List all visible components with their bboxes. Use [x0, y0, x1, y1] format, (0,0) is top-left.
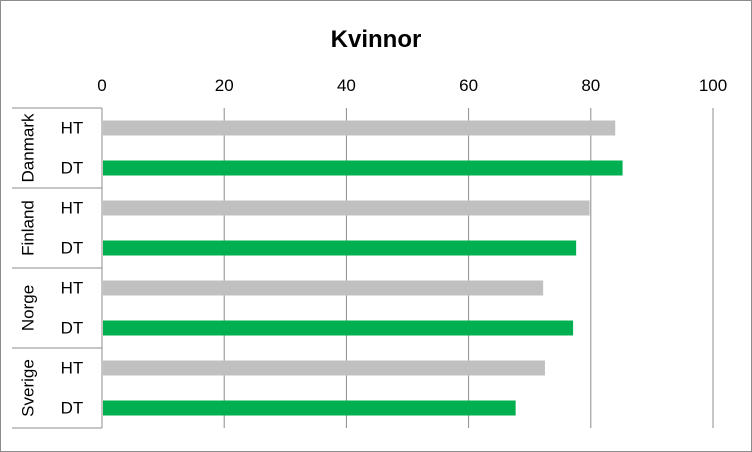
bar-finland-ht [103, 200, 590, 216]
bar-norge-dt [103, 320, 574, 336]
bar-label: HT [61, 199, 84, 218]
bar-label: HT [61, 279, 84, 298]
bar-sverige-ht [103, 360, 545, 376]
gridlines [223, 108, 714, 428]
x-axis-ticks: 0 20 40 60 80 100 [97, 76, 727, 95]
bar-danmark-ht [103, 120, 616, 136]
chart-title: Kvinnor [331, 26, 422, 53]
bar-label: HT [61, 359, 84, 378]
x-tick-label: 40 [337, 76, 356, 95]
bar-label: DT [61, 239, 84, 258]
x-tick-label: 0 [97, 76, 106, 95]
bar-sverige-dt [103, 400, 516, 416]
bar-label: DT [61, 159, 84, 178]
x-tick-label: 20 [215, 76, 234, 95]
x-tick-label: 60 [459, 76, 478, 95]
category-axis: Danmark HT DT Finland HT DT Norge HT DT Sverige HT… [12, 107, 103, 429]
group-label: Norge [19, 285, 38, 331]
bar-label: DT [61, 319, 84, 338]
bar-finland-dt [103, 240, 577, 256]
bars [103, 120, 623, 416]
group-label: Danmark [19, 113, 38, 182]
group-label: Sverige [19, 359, 38, 417]
group-label: Finland [19, 200, 38, 256]
x-tick-label: 80 [581, 76, 600, 95]
bar-label: HT [61, 119, 84, 138]
bar-label: DT [61, 399, 84, 418]
x-tick-label: 100 [699, 76, 727, 95]
bar-danmark-dt [103, 160, 623, 176]
bar-norge-ht [103, 280, 544, 296]
